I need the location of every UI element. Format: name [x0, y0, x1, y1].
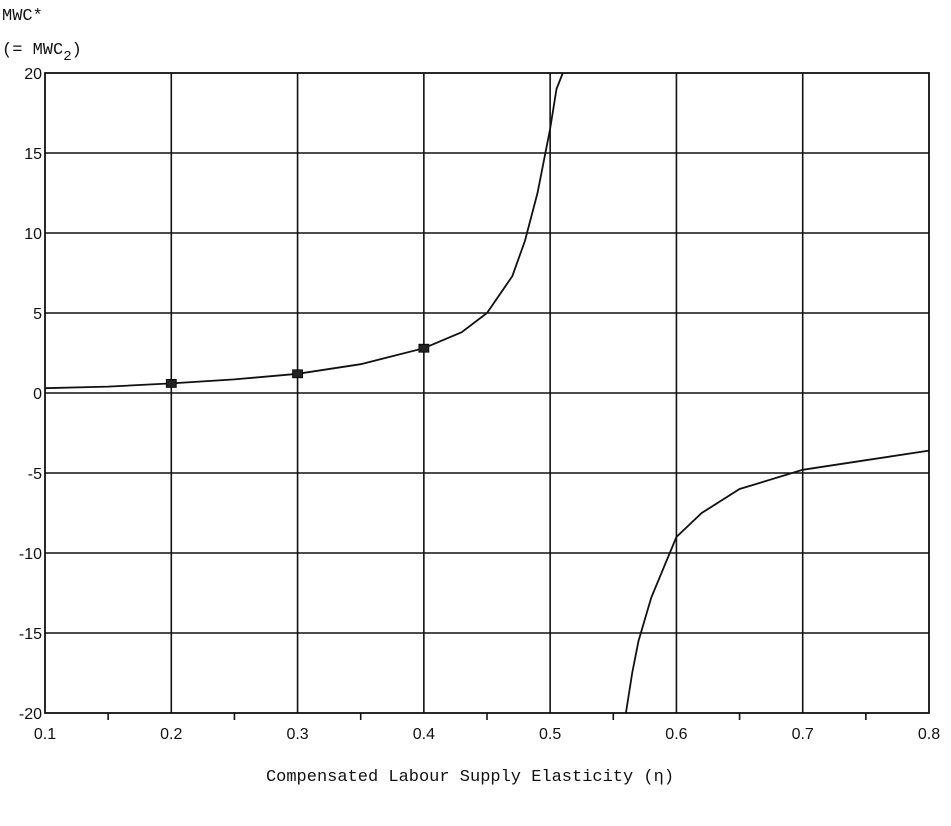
y-axis-label-prefix: (= MWC — [2, 41, 63, 60]
y-axis-label-line1: MWC* — [2, 7, 43, 26]
y-tick-label: 10 — [24, 226, 42, 243]
tick-labels: 0.1 0.2 0.3 0.4 0.5 0.6 0.7 0.8 20 15 10 5 0 -5 -10 -15… — [19, 66, 940, 743]
plot-frame — [44, 72, 930, 714]
series-line — [44, 72, 564, 390]
data-point-marker — [292, 369, 303, 379]
x-tick-label: 0.6 — [665, 726, 687, 743]
x-tick-label: 0.2 — [160, 726, 182, 743]
x-tick-label: 0.8 — [918, 726, 940, 743]
y-tick-label: -5 — [28, 466, 42, 483]
gridlines — [45, 73, 929, 720]
x-tick-label: 0.5 — [539, 726, 561, 743]
y-axis-label-suffix: ) — [72, 41, 82, 60]
y-tick-label: 15 — [24, 146, 42, 163]
data-series — [44, 72, 930, 714]
y-tick-label: 0 — [33, 386, 42, 403]
y-tick-label: 20 — [24, 66, 42, 83]
y-tick-label: 5 — [33, 306, 42, 323]
y-tick-label: -15 — [19, 626, 42, 643]
x-axis-label: Compensated Labour Supply Elasticity (η) — [266, 768, 674, 787]
x-tick-label: 0.4 — [413, 726, 435, 743]
data-point-marker — [418, 343, 430, 353]
x-tick-label: 0.1 — [34, 726, 56, 743]
x-tick-label: 0.7 — [792, 726, 814, 743]
y-tick-label: -20 — [19, 706, 42, 723]
data-point-marker — [165, 378, 177, 388]
y-axis-label-line2: (= MWC2) — [2, 41, 82, 65]
y-axis-label-subscript: 2 — [63, 49, 71, 65]
series-line — [625, 449, 930, 714]
data-markers — [165, 343, 430, 388]
y-tick-label: -10 — [19, 546, 42, 563]
x-tick-label: 0.3 — [286, 726, 308, 743]
